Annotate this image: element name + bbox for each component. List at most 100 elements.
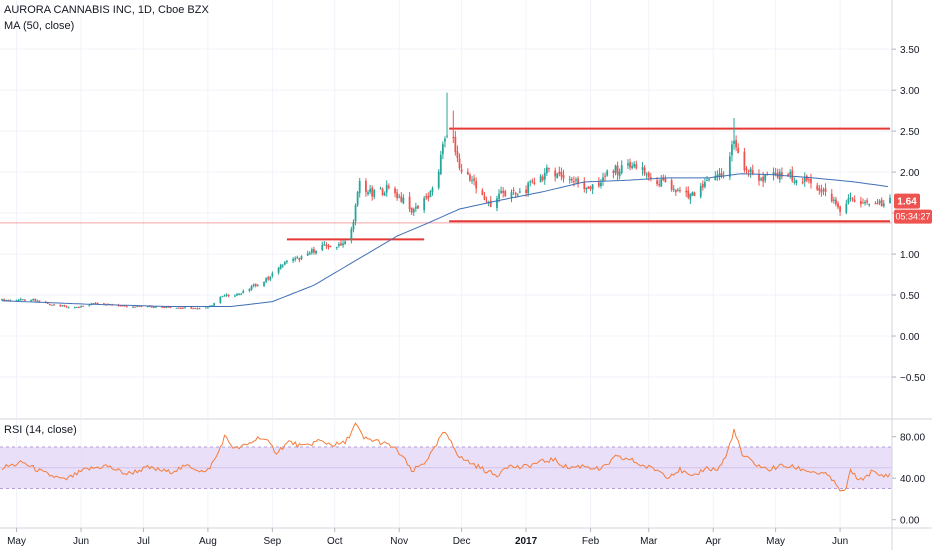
candle-body-0: [1, 299, 3, 301]
candle-body-172: [358, 180, 361, 194]
candle-body-196: [408, 196, 411, 210]
candle-body-276: [575, 179, 577, 181]
candle-body-158: [329, 246, 332, 248]
candle-body-137: [286, 261, 288, 263]
candle-body-256: [533, 182, 536, 184]
candle-body-24: [51, 304, 53, 306]
candle-body-51: [107, 303, 109, 305]
candle-body-204: [425, 196, 428, 198]
candle-body-395: [822, 189, 825, 191]
candle-body-291: [606, 170, 609, 176]
candle-body-387: [805, 176, 808, 181]
candle-body-135: [281, 265, 284, 267]
candle-body-212: [441, 144, 444, 155]
candle-body-281: [585, 187, 588, 190]
candle-body-186: [387, 186, 390, 188]
candle-body-422: [878, 200, 881, 203]
candle-body-235: [489, 200, 492, 207]
candle-body-63: [132, 306, 134, 308]
price-tick-label-6: 0.50: [900, 291, 920, 302]
rsi-line: [1, 422, 891, 492]
candle-body-14: [30, 300, 33, 302]
candle-body-262: [545, 167, 548, 174]
rsi-tick-label-2: 0.00: [900, 516, 920, 527]
candle-body-252: [525, 189, 527, 194]
candle-body-149: [310, 249, 313, 253]
price-tick-label-2: 2.50: [900, 127, 920, 138]
candle-body-58: [121, 305, 124, 307]
time-tick-label-9: Feb: [582, 536, 600, 547]
candle-body-296: [616, 165, 619, 175]
candle-body-322: [670, 180, 673, 190]
candle-body-364: [758, 174, 760, 181]
candle-body-120: [250, 286, 253, 290]
candle-body-178: [371, 187, 374, 197]
candle-body-414: [862, 202, 864, 204]
candle-body-143: [298, 258, 301, 260]
candle-body-346: [720, 172, 723, 177]
candle-body-424: [882, 203, 885, 207]
candle-body-210: [437, 171, 440, 188]
candle-body-91: [190, 307, 193, 309]
candle-body-192: [400, 196, 403, 202]
candle-body-367: [764, 173, 767, 181]
candle-body-303: [631, 165, 634, 169]
candle-body-270: [562, 175, 565, 179]
candle-body-350: [728, 156, 731, 178]
candle-body-240: [500, 190, 503, 193]
last-price-badge: [894, 193, 920, 209]
candle-body-298: [620, 165, 623, 173]
candle-body-116: [242, 291, 245, 294]
candle-body-294: [612, 170, 615, 173]
candle-body-311: [647, 172, 650, 178]
symbol-title: AURORA CANNABIS INC, 1D, Cboe BZX: [4, 4, 209, 16]
candle-body-189: [394, 188, 396, 194]
candle-body-155: [323, 244, 326, 246]
candle-body-95: [198, 308, 201, 310]
candle-body-193: [402, 197, 405, 204]
candle-body-389: [810, 178, 812, 184]
price-axis-ticks: 3.503.002.502.001.501.000.500.00−0.5080.…: [892, 45, 926, 527]
candle-body-415: [864, 201, 866, 204]
price-tick-label-1: 3.00: [900, 86, 920, 97]
candle-body-147: [306, 253, 309, 256]
candle-body-380: [791, 170, 794, 181]
candle-body-217: [452, 137, 455, 139]
candle-body-403: [839, 206, 841, 212]
candle-body-112: [234, 295, 236, 297]
candle-body-60: [125, 306, 128, 308]
candle-body-70: [146, 306, 149, 308]
candle-body-372: [774, 172, 777, 175]
candle-body-420: [874, 203, 877, 205]
candle-body-351: [731, 144, 733, 156]
candlestick-series: [1, 92, 891, 310]
candle-body-401: [835, 199, 837, 205]
candle-body-200: [417, 205, 419, 209]
candle-body-268: [558, 171, 561, 174]
candle-body-190: [396, 192, 399, 199]
time-tick-label-11: Apr: [705, 536, 721, 547]
candle-body-11: [23, 299, 26, 301]
candle-body-413: [859, 200, 862, 205]
candle-body-402: [837, 203, 839, 208]
candle-body-318: [662, 177, 665, 181]
candle-body-23: [48, 304, 51, 306]
candle-body-336: [699, 186, 702, 197]
candle-body-10: [21, 299, 24, 301]
time-axis-ticks: May Jun Jul Aug Sep Oct Nov Dec 2017 Feb Mar Apr May…: [7, 528, 848, 547]
candle-body-175: [365, 180, 367, 193]
candle-body-144: [300, 256, 303, 259]
candle-body-141: [294, 258, 297, 260]
candle-body-184: [383, 193, 386, 196]
candle-body-129: [269, 276, 272, 280]
candle-body-148: [308, 252, 311, 255]
time-tick-label-5: Oct: [327, 536, 343, 547]
time-tick-label-2: Jul: [137, 536, 150, 547]
candle-body-269: [560, 171, 563, 177]
candle-body-248: [516, 194, 519, 196]
candle-body-261: [543, 172, 546, 180]
candle-body-329: [685, 190, 688, 193]
candle-body-183: [381, 188, 384, 195]
candle-body-191: [398, 196, 401, 198]
price-tick-label-3: 2.00: [900, 168, 920, 179]
